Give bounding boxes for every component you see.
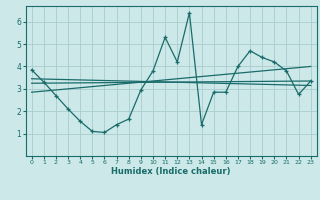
X-axis label: Humidex (Indice chaleur): Humidex (Indice chaleur) [111, 167, 231, 176]
